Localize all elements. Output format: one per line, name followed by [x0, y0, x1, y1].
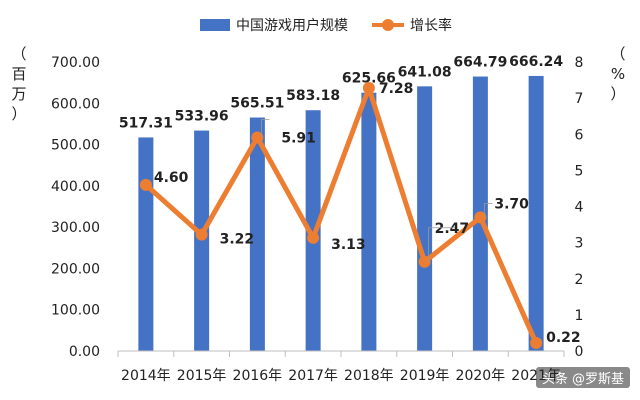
- growth-rate-point: [307, 231, 320, 244]
- watermark: 头条 @罗斯基: [535, 367, 630, 388]
- left-axis-tick-label: 100.00: [51, 303, 100, 319]
- left-unit-char: （: [11, 45, 27, 63]
- right-unit-char: （: [610, 45, 626, 63]
- legend-swatch-bars: [200, 19, 230, 31]
- left-axis-tick-label: 700.00: [51, 55, 100, 71]
- legend-label-bars: 中国游戏用户规模: [236, 17, 348, 34]
- left-unit-char: ）: [11, 105, 27, 123]
- growth-rate-point: [474, 211, 487, 224]
- bar-data-label: 641.08: [398, 64, 452, 80]
- right-axis-tick-label: 8: [575, 55, 584, 71]
- right-axis-tick-label: 6: [575, 127, 584, 143]
- right-axis-tick-label: 5: [575, 163, 584, 179]
- left-axis-unit: （ 百 万 ）: [10, 44, 28, 124]
- line-data-label: 3.13: [331, 237, 366, 253]
- legend-marker-line: [382, 19, 394, 31]
- right-axis-unit: （ % ）: [604, 44, 632, 104]
- x-axis-tick-label: 2014年: [121, 368, 171, 384]
- right-unit-char: ）: [610, 85, 626, 103]
- growth-rate-point: [530, 337, 543, 350]
- left-axis-tick-label: 200.00: [51, 261, 100, 277]
- right-axis-tick-label: 7: [575, 91, 584, 107]
- bar-data-label: 565.51: [230, 96, 284, 112]
- bar: [361, 92, 377, 351]
- x-axis-tick-label: 2016年: [233, 368, 283, 384]
- growth-rate-point: [362, 82, 375, 95]
- bar: [305, 110, 321, 351]
- bar-data-label: 664.79: [453, 55, 507, 71]
- bar: [194, 130, 210, 351]
- growth-rate-point: [139, 178, 152, 191]
- line-data-label: 3.22: [220, 232, 255, 248]
- right-axis-tick-label: 0: [575, 344, 584, 360]
- x-axis-tick-label: 2015年: [177, 368, 227, 384]
- bar-data-label: 666.24: [509, 54, 563, 70]
- bar: [249, 117, 265, 352]
- label-leader-line: [428, 227, 455, 262]
- left-axis-tick-label: 400.00: [51, 179, 100, 195]
- line-data-label: 5.91: [281, 131, 316, 147]
- left-axis-tick-label: 500.00: [51, 138, 100, 154]
- line-data-label: 2.47: [435, 221, 470, 237]
- left-axis-tick-label: 600.00: [51, 96, 100, 112]
- line-data-label: 3.70: [494, 196, 529, 212]
- bar-data-label: 517.31: [119, 115, 173, 131]
- bar-data-label: 533.96: [175, 109, 229, 125]
- label-leader-line: [483, 202, 493, 218]
- label-leader-line: [260, 119, 270, 138]
- x-axis-tick-label: 2020年: [456, 368, 506, 384]
- right-axis-tick-label: 1: [575, 308, 584, 324]
- left-axis-tick-label: 300.00: [51, 220, 100, 236]
- growth-rate-line: [144, 85, 539, 345]
- line-data-label: 7.28: [379, 81, 414, 97]
- right-axis-tick-label: 4: [575, 200, 584, 216]
- right-unit-char: %: [610, 65, 626, 83]
- bar-data-label: 625.66: [342, 71, 396, 87]
- left-unit-char: 万: [11, 85, 27, 103]
- bar: [417, 86, 433, 351]
- growth-rate-point: [418, 255, 431, 268]
- right-axis-tick-label: 3: [575, 236, 584, 252]
- bar: [138, 137, 154, 351]
- line-data-label: 0.22: [546, 330, 581, 346]
- x-axis-tick-label: 2019年: [400, 368, 450, 384]
- growth-rate-point: [251, 131, 264, 144]
- bar: [528, 75, 544, 352]
- x-axis-tick-label: 2017年: [288, 368, 338, 384]
- x-axis-tick-label: 2018年: [344, 368, 394, 384]
- left-unit-char: 百: [11, 65, 27, 83]
- right-axis-tick-label: 2: [575, 272, 584, 288]
- left-axis-tick-label: 0.00: [69, 344, 100, 360]
- growth-rate-point: [195, 228, 208, 241]
- bar-data-label: 583.18: [286, 88, 340, 104]
- line-data-label: 4.60: [154, 170, 189, 186]
- legend-label-line: 增长率: [410, 17, 452, 34]
